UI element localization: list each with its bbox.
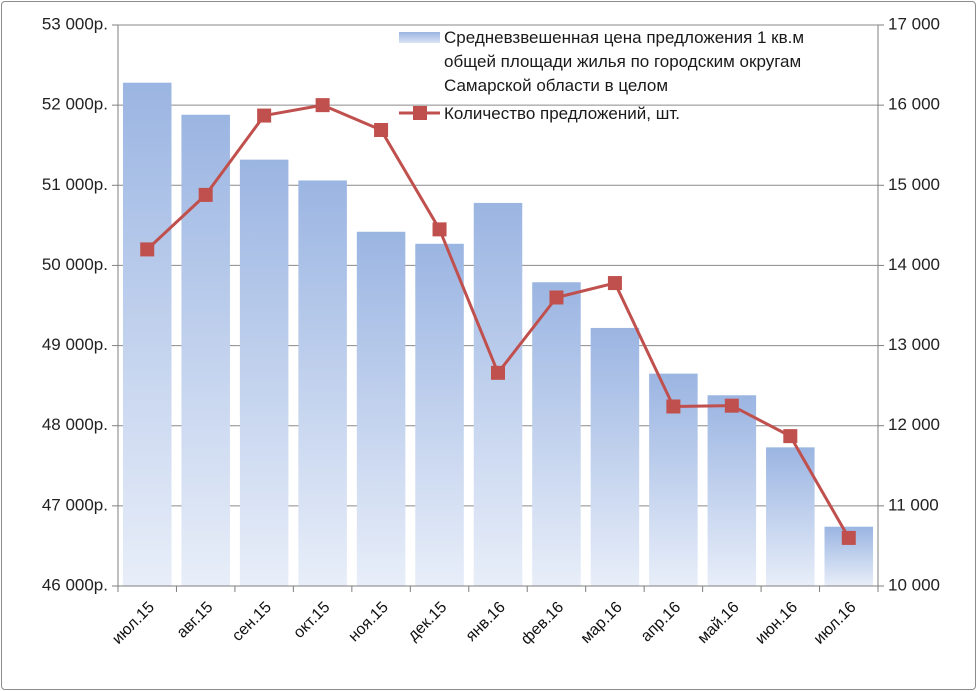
legend-line-label: Количество предложений, шт. [444, 104, 680, 123]
left-axis-tick-label: 50 000р. [42, 255, 108, 274]
x-axis-category-label: мар.16 [578, 599, 626, 647]
x-axis-category-label: апр.16 [638, 599, 685, 646]
right-axis-tick-label: 11 000 [888, 495, 939, 514]
left-axis-tick-label: 46 000р. [42, 575, 108, 594]
x-axis-category-label: сен.15 [229, 599, 275, 645]
right-axis-tick-label: 17 000 [888, 14, 940, 33]
left-axis-tick-label: 48 000р. [42, 415, 108, 434]
bar [239, 159, 289, 586]
right-axis-tick-label: 15 000 [888, 175, 940, 194]
right-axis-tick-label: 14 000 [888, 255, 940, 274]
bar [532, 282, 581, 586]
legend-bar-swatch [399, 32, 440, 43]
bar [181, 114, 230, 586]
line-marker [491, 365, 505, 380]
line-series [140, 98, 856, 545]
x-axis-category-label: авг.15 [174, 599, 217, 642]
bar [415, 243, 464, 587]
legend-bar-label-line-1: Средневзвешенная цена предложения 1 кв.м [444, 28, 804, 47]
legend: Средневзвешенная цена предложения 1 кв.м… [399, 28, 804, 123]
bar [707, 395, 757, 586]
line-marker [315, 98, 330, 113]
left-axis-tick-label: 47 000р. [42, 495, 108, 514]
line-marker [724, 398, 739, 413]
x-axis-category-label: ноя.15 [345, 599, 391, 645]
x-axis-category-label: фев.16 [518, 599, 567, 648]
line-marker [198, 187, 213, 202]
left-axis-tick-label: 49 000р. [42, 335, 108, 354]
line-marker [549, 290, 564, 305]
line-marker [374, 122, 389, 137]
right-axis-tick-label: 10 000 [888, 575, 940, 594]
bar [122, 82, 172, 587]
line-marker [783, 429, 798, 444]
left-axis-tick-label: 51 000р. [42, 175, 108, 194]
axes [112, 24, 884, 592]
line-marker [666, 399, 681, 414]
x-axis-category-label: июн.16 [752, 599, 801, 648]
bar-series [122, 82, 874, 587]
bar [356, 231, 406, 587]
x-axis-category-label: янв.16 [463, 599, 509, 645]
x-axis-category-label: июл.15 [109, 599, 158, 648]
right-axis-tick-label: 12 000 [888, 415, 940, 434]
bar [298, 180, 347, 586]
bar [473, 202, 523, 586]
bar [766, 447, 815, 586]
x-axis-category-label: май.16 [695, 599, 743, 647]
line-marker [140, 242, 155, 257]
x-axis-category-label: дек.15 [405, 599, 451, 645]
x-axis-category-label: окт.15 [290, 599, 333, 642]
line-marker [607, 276, 622, 291]
bar [590, 327, 640, 586]
right-axis-tick-label: 13 000 [888, 335, 940, 354]
x-axis-category-label: июл.16 [811, 599, 860, 648]
legend-line-marker [413, 106, 427, 120]
left-axis-tick-label: 52 000р. [42, 95, 108, 114]
line-marker [432, 222, 447, 237]
legend-bar-label-line-2: общей площади жилья по городским округам [444, 52, 801, 71]
line-marker [257, 108, 272, 123]
line-marker [841, 530, 856, 545]
legend-bar-label-line-3: Самарской области в целом [444, 76, 668, 95]
right-axis-tick-label: 16 000 [888, 95, 940, 114]
left-axis-tick-label: 53 000р. [42, 14, 108, 33]
